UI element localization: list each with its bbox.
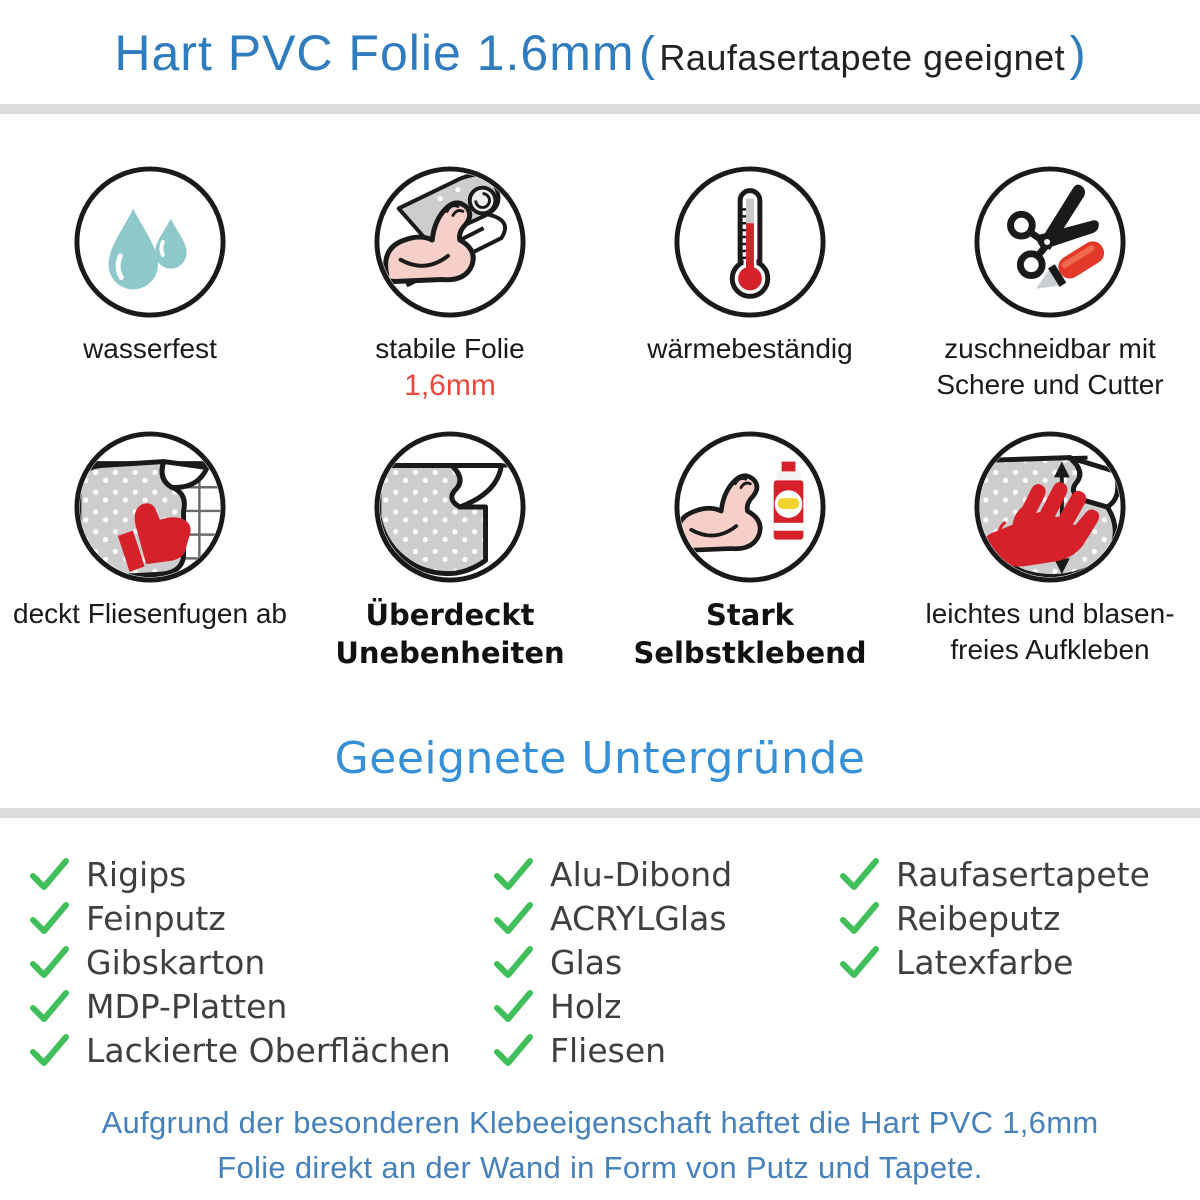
surface-label: Rigips	[86, 854, 187, 894]
feature-label: zuschneidbar mit Schere und Cutter	[936, 333, 1164, 400]
footer-line-2: Folie direkt an der Wand in Form von Put…	[217, 1150, 983, 1185]
check-icon	[494, 858, 533, 890]
surface-label: Fliesen	[550, 1030, 667, 1070]
feature-label: deckt Fliesenfugen ab	[13, 598, 287, 629]
feature-zuschneidbar: zuschneidbar mit Schere und Cutter	[900, 163, 1200, 403]
divider-bar-middle	[0, 808, 1200, 818]
feature-aufkleben: leichtes und blasen-freies Aufkleben	[900, 428, 1200, 668]
surface-label: Gibskarton	[86, 942, 266, 982]
list-item: Alu-Dibond	[492, 852, 732, 896]
feature-thickness-label: 1,6mm	[404, 369, 496, 402]
list-item: Gibskarton	[28, 940, 451, 984]
list-item: ACRYLGlas	[492, 896, 732, 940]
surface-label: Holz	[550, 986, 622, 1026]
check-icon	[494, 990, 533, 1022]
surface-label: Lackierte Oberflächen	[86, 1030, 451, 1070]
surface-label: Raufasertapete	[896, 854, 1150, 894]
check-icon	[30, 990, 69, 1022]
page-title: Hart PVC Folie 1.6mm ( Raufasertapete ge…	[0, 24, 1200, 82]
list-item: Raufasertapete	[838, 852, 1150, 896]
muscle-foil-icon	[374, 166, 526, 318]
surfaces-column-3: Raufasertapete Reibeputz Latexfarbe	[838, 852, 1150, 984]
hand-smoothing-icon	[974, 431, 1126, 583]
surface-label: Feinputz	[86, 898, 226, 938]
list-item: Reibeputz	[838, 896, 1150, 940]
surfaces-heading: Geeignete Untergründe	[334, 733, 866, 784]
surfaces-column-2: Alu-Dibond ACRYLGlas Glas Holz Fliesen	[492, 852, 732, 1072]
scissors-cutter-icon	[974, 166, 1126, 318]
list-item: Feinputz	[28, 896, 451, 940]
feature-selbstklebend: Stark Selbstklebend	[600, 428, 900, 672]
check-icon	[30, 946, 69, 978]
list-item: MDP-Platten	[28, 984, 451, 1028]
check-icon	[494, 946, 533, 978]
list-item: Holz	[492, 984, 732, 1028]
surface-label: Glas	[550, 942, 623, 982]
footer-note: Aufgrund der besonderen Klebeeigenschaft…	[0, 1100, 1200, 1190]
title-subtitle: Raufasertapete geeignet	[659, 37, 1066, 78]
surfaces-column-1: Rigips Feinputz Gibskarton MDP-Platten L…	[28, 852, 451, 1072]
list-item: Lackierte Oberflächen	[28, 1028, 451, 1072]
foil-corner-icon	[374, 431, 526, 583]
thumbs-up-tiles-icon	[74, 431, 226, 583]
check-icon	[840, 946, 879, 978]
feature-stabile-folie: stabile Folie 1,6mm	[300, 163, 600, 405]
check-icon	[840, 902, 879, 934]
list-item: Latexfarbe	[838, 940, 1150, 984]
check-icon	[840, 858, 879, 890]
surface-label: Reibeputz	[896, 898, 1061, 938]
feature-label: leichtes und blasen-freies Aufkleben	[925, 598, 1175, 665]
check-icon	[494, 902, 533, 934]
feature-label: stabile Folie	[375, 333, 525, 364]
feature-ueberdeckt: Überdeckt Unebenheiten	[300, 428, 600, 672]
surface-label: MDP-Platten	[86, 986, 288, 1026]
muscle-glue-icon	[674, 431, 826, 583]
list-item: Fliesen	[492, 1028, 732, 1072]
title-close-paren: )	[1069, 28, 1086, 81]
surface-label: Latexfarbe	[896, 942, 1074, 982]
check-icon	[30, 902, 69, 934]
check-icon	[30, 858, 69, 890]
title-main: Hart PVC Folie 1.6mm	[114, 25, 635, 81]
water-drops-icon	[74, 166, 226, 318]
surface-label: Alu-Dibond	[550, 854, 733, 894]
feature-label: wasserfest	[83, 333, 217, 364]
feature-waermebestaendig: wärmebeständig	[600, 163, 900, 367]
feature-wasserfest: wasserfest	[0, 163, 300, 367]
surface-label: ACRYLGlas	[550, 898, 727, 938]
check-icon	[30, 1034, 69, 1066]
feature-label: Stark Selbstklebend	[633, 598, 867, 670]
thermometer-icon	[674, 166, 826, 318]
title-open-paren: (	[638, 28, 655, 81]
list-item: Rigips	[28, 852, 451, 896]
divider-bar-top	[0, 104, 1200, 114]
list-item: Glas	[492, 940, 732, 984]
feature-label: wärmebeständig	[647, 333, 853, 364]
check-icon	[494, 1034, 533, 1066]
feature-fliesenfugen: deckt Fliesenfugen ab	[0, 428, 300, 632]
feature-label: Überdeckt Unebenheiten	[335, 598, 565, 670]
footer-line-1: Aufgrund der besonderen Klebeeigenschaft…	[101, 1105, 1099, 1140]
